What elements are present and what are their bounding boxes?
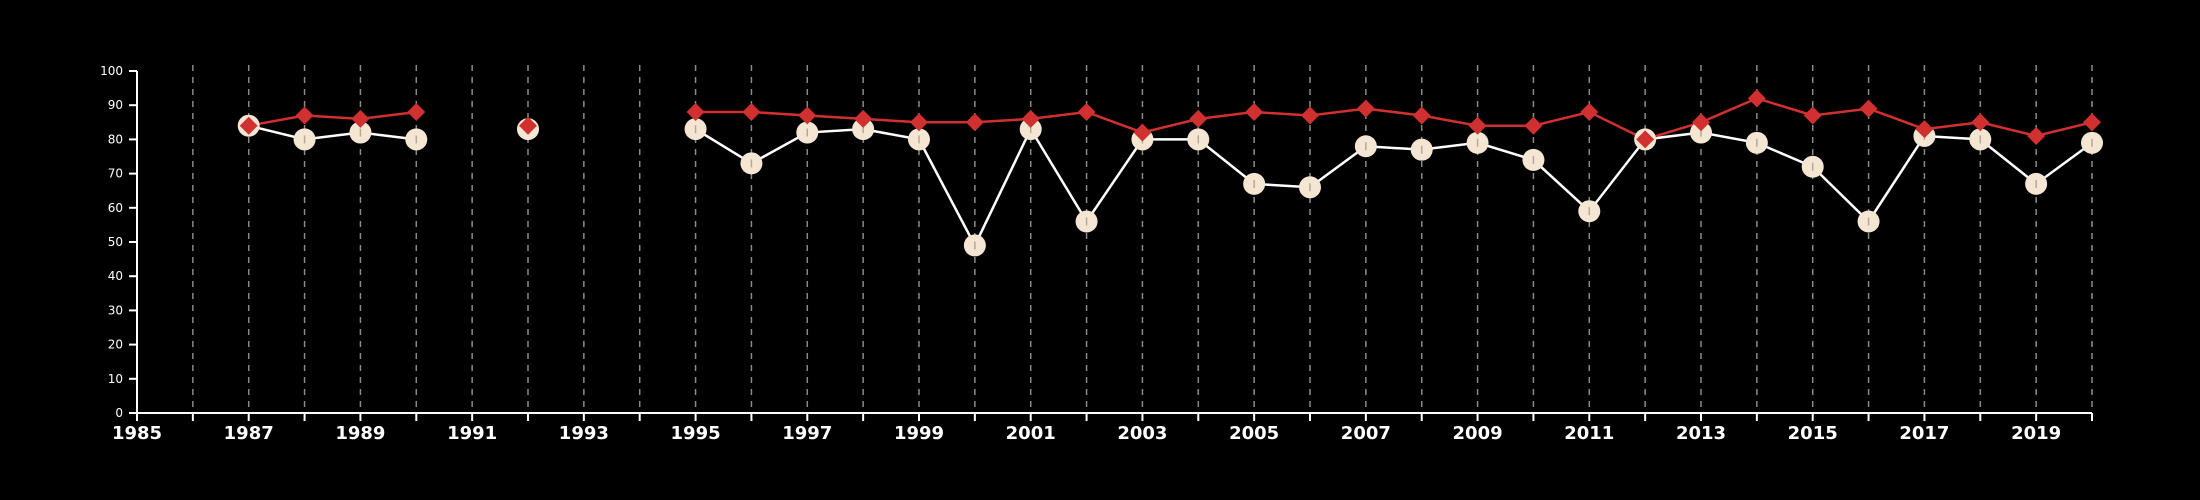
x-tick-label: 2017 — [1899, 423, 1949, 444]
y-tick-label: 0 — [115, 406, 123, 420]
red-series-point — [1636, 130, 1655, 149]
y-tick-label: 90 — [108, 98, 123, 112]
red-series-point — [1412, 106, 1431, 125]
red-series-point — [1356, 99, 1375, 118]
red-series-line — [248, 110, 417, 127]
red-series-line — [695, 97, 2093, 141]
x-tick-label: 1999 — [894, 423, 944, 444]
y-tick-label: 30 — [108, 303, 123, 317]
red-series-point — [1301, 106, 1319, 125]
red-series-point — [295, 106, 314, 125]
x-tick-label: 1997 — [782, 423, 832, 444]
x-tick-label: 2001 — [1006, 423, 1056, 444]
y-tick-label: 10 — [108, 372, 123, 386]
x-tick-label: 2015 — [1788, 423, 1838, 444]
red-series-point — [1747, 89, 1766, 108]
white-series-line — [248, 124, 417, 141]
x-tick-label: 1991 — [447, 423, 497, 444]
red-series-point — [910, 113, 928, 132]
red-series-point — [519, 116, 537, 135]
red-series-point — [1468, 116, 1487, 135]
red-series-point — [1524, 116, 1543, 135]
y-tick-label: 60 — [108, 201, 123, 215]
red-series-point — [1859, 99, 1878, 118]
x-tick-label: 2013 — [1676, 423, 1726, 444]
red-series-point — [686, 103, 705, 122]
vertical-grid — [192, 65, 2093, 413]
x-tick-label: 2007 — [1341, 423, 1391, 444]
y-tick-label: 50 — [108, 235, 123, 249]
x-tick-label: 1995 — [671, 423, 721, 444]
x-tick-label: 2019 — [2011, 423, 2061, 444]
x-tick-label: 1985 — [112, 423, 162, 444]
x-tick-label: 2011 — [1564, 423, 1614, 444]
red-series-point — [1915, 120, 1934, 139]
axes: 0 10 20 30 40 50 60 70 80 90 100 1985 1987 1989 1991 19… — [100, 64, 2093, 444]
y-tick-label: 40 — [108, 269, 123, 283]
y-tick-label: 100 — [100, 64, 123, 78]
x-tick-label: 1987 — [224, 423, 274, 444]
red-series-point — [1077, 103, 1096, 122]
x-tick-label: 2003 — [1117, 423, 1167, 444]
red-series-point — [1189, 109, 1208, 128]
red-series-point — [1245, 103, 1264, 122]
red-series-point — [407, 103, 426, 122]
y-tick-label: 80 — [108, 132, 123, 146]
x-tick-label: 1993 — [559, 423, 609, 444]
x-tick-label: 2005 — [1229, 423, 1279, 444]
red-series-point — [2083, 113, 2101, 132]
red-series-point — [1971, 113, 1990, 132]
y-tick-label: 70 — [108, 167, 123, 181]
y-tick-label: 20 — [108, 338, 123, 352]
series-layer — [237, 89, 2103, 257]
x-tick-label: 1989 — [335, 423, 385, 444]
red-series-point — [1133, 123, 1152, 142]
red-series-point — [965, 113, 984, 132]
red-series-point — [1021, 109, 1040, 128]
red-series-point — [854, 109, 873, 128]
red-series-point — [798, 106, 817, 125]
x-tick-label: 2009 — [1453, 423, 1503, 444]
red-series-point — [742, 103, 761, 122]
red-series-point — [351, 109, 370, 128]
red-series-point — [2027, 126, 2046, 145]
white-series-line — [694, 126, 2093, 249]
red-series-point — [1803, 106, 1822, 125]
red-series-point — [1692, 113, 1710, 132]
red-series-point — [1580, 103, 1599, 122]
red-series-point — [239, 116, 258, 135]
